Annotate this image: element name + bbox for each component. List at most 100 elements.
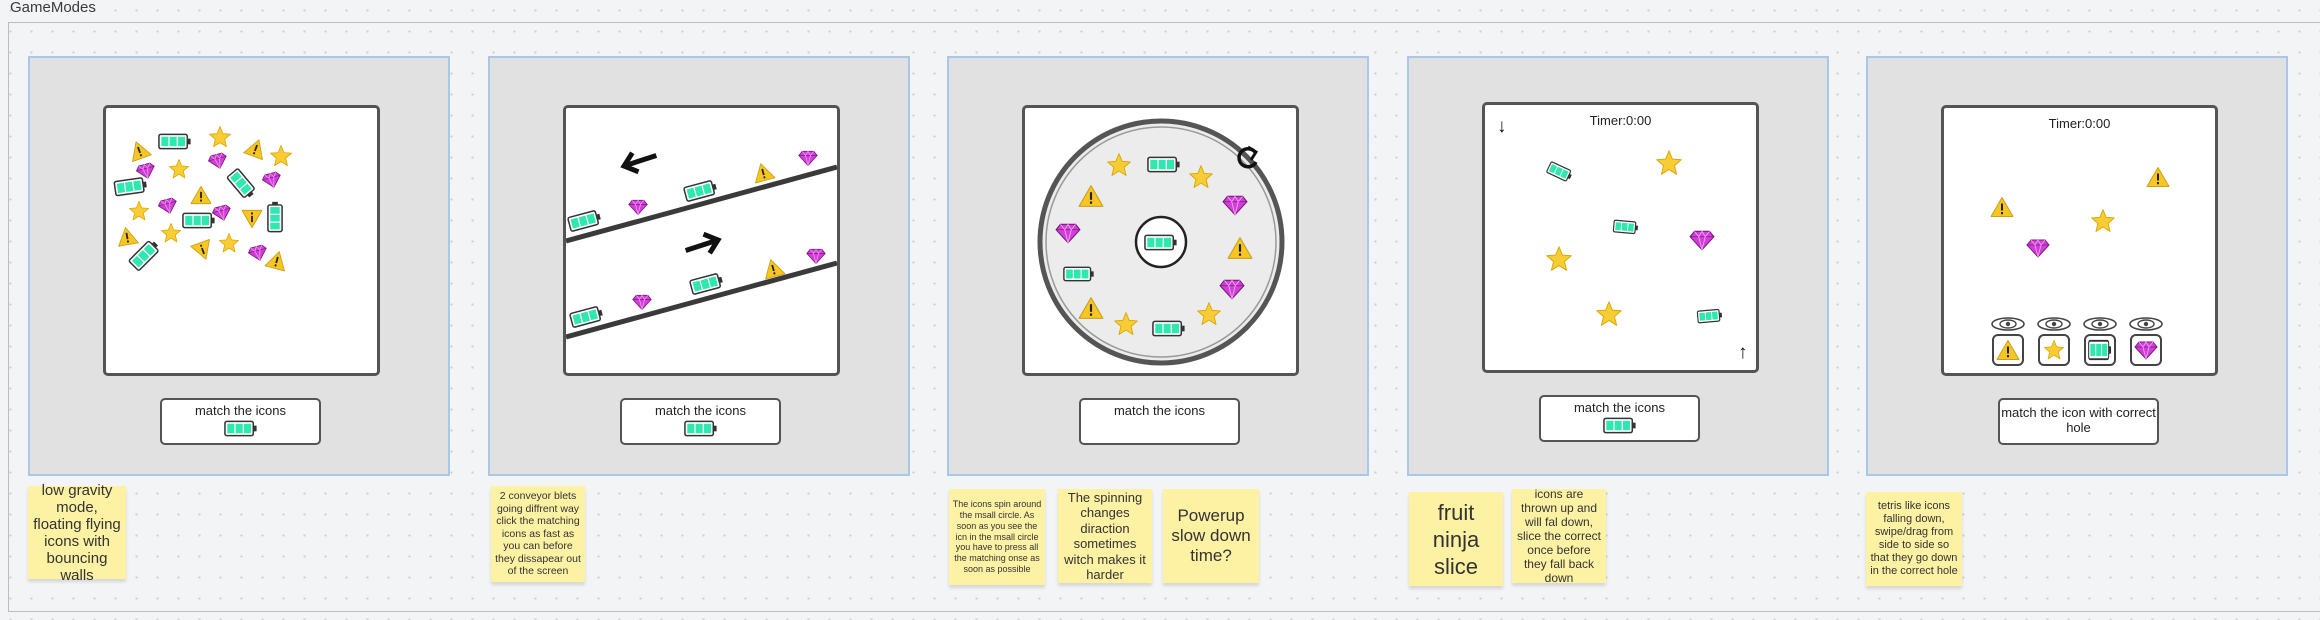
gem-icon[interactable]	[206, 150, 230, 173]
battery-icon[interactable]	[225, 167, 259, 202]
star-icon[interactable]	[1545, 245, 1573, 273]
caption-label: match the icons	[1113, 403, 1206, 418]
note-text: The spinning changes diraction sometimes…	[1064, 489, 1146, 583]
drop-hole[interactable]	[2128, 316, 2164, 370]
battery-icon[interactable]	[1152, 320, 1186, 337]
gem-icon[interactable]	[1222, 194, 1248, 216]
note-text: fruit ninja slice	[1432, 499, 1480, 579]
mode-caption: match the icons	[620, 398, 781, 445]
warning-icon[interactable]	[241, 209, 263, 229]
battery-icon[interactable]	[113, 176, 149, 198]
mode-caption: match the icons	[160, 398, 321, 445]
battery-icon[interactable]	[1147, 156, 1181, 173]
caption-label: match the icons	[194, 403, 287, 418]
warning-icon[interactable]	[2146, 166, 2170, 188]
game-mode-panel-fruit-ninja[interactable]: Timer:0:00 ↓ ↑	[1407, 56, 1829, 476]
star-icon[interactable]	[1595, 300, 1623, 328]
game-screen: Timer:0:00	[1941, 105, 2218, 376]
gem-icon[interactable]	[798, 149, 818, 167]
battery-icon[interactable]	[568, 304, 605, 329]
gem-icon[interactable]	[1689, 229, 1715, 251]
warning-icon[interactable]	[190, 185, 212, 205]
gem-icon[interactable]	[1055, 222, 1081, 244]
battery-icon[interactable]	[1612, 219, 1639, 235]
warning-icon[interactable]	[189, 238, 217, 264]
eye-icon	[2083, 317, 2117, 331]
warning-icon[interactable]	[264, 247, 290, 272]
drop-hole[interactable]	[1990, 316, 2026, 370]
warning-icon[interactable]	[242, 135, 270, 161]
gem-icon[interactable]	[134, 160, 158, 183]
sticky-note[interactable]: Powerup slow down time?	[1163, 489, 1259, 583]
down-arrow-icon: ↓	[1497, 116, 1507, 137]
gem-icon[interactable]	[246, 242, 270, 265]
sticky-note[interactable]: icons are thrown up and will fal down, s…	[1512, 487, 1606, 585]
warning-icon[interactable]	[1078, 296, 1104, 320]
eye-icon	[1991, 317, 2025, 331]
star-icon[interactable]	[1113, 311, 1139, 337]
battery-icon[interactable]	[688, 271, 725, 296]
battery-icon[interactable]	[182, 212, 216, 229]
battery-icon[interactable]	[682, 178, 719, 203]
gem-icon[interactable]	[156, 195, 180, 218]
drop-hole[interactable]	[2036, 316, 2072, 370]
arrow-right-icon	[684, 231, 722, 255]
battery-icon[interactable]	[158, 133, 192, 150]
eye-icon	[2037, 317, 2071, 331]
warning-icon[interactable]	[1078, 184, 1104, 208]
sticky-note[interactable]: The spinning changes diraction sometimes…	[1058, 489, 1152, 583]
sticky-note[interactable]: tetris like icons falling down, swipe/dr…	[1866, 492, 1962, 586]
sticky-note[interactable]: 2 conveyor blets going diffrent way clic…	[491, 486, 585, 582]
star-icon[interactable]	[269, 144, 293, 168]
star-icon[interactable]	[128, 200, 150, 222]
gem-icon[interactable]	[632, 293, 652, 311]
gem-icon[interactable]	[260, 169, 284, 192]
battery-icon[interactable]	[1545, 160, 1574, 184]
sticky-note[interactable]: low gravity mode, floating flying icons …	[28, 482, 126, 584]
gem-icon[interactable]	[2026, 238, 2050, 258]
battery-icon[interactable]	[127, 236, 163, 272]
hole-slot	[1992, 334, 2024, 366]
battery-icon[interactable]	[267, 201, 284, 233]
star-icon[interactable]	[1106, 152, 1132, 178]
game-mode-panel-conveyor[interactable]: match the icons	[488, 56, 910, 476]
warning-icon[interactable]	[750, 159, 776, 184]
battery-icon	[2088, 339, 2112, 361]
board-title: GameModes	[10, 0, 96, 16]
battery-icon	[223, 420, 258, 437]
star-icon[interactable]	[160, 222, 182, 244]
battery-icon[interactable]	[1063, 266, 1095, 282]
star-icon[interactable]	[1188, 164, 1214, 190]
gem-icon[interactable]	[1219, 278, 1245, 300]
warning-icon[interactable]	[760, 255, 786, 280]
battery-icon	[1602, 417, 1637, 434]
sticky-note[interactable]: The icons spin around the msall circle. …	[949, 489, 1045, 585]
mode-caption: match the icons	[1079, 398, 1240, 445]
star-icon[interactable]	[218, 232, 240, 254]
gem-icon[interactable]	[628, 198, 648, 216]
battery-icon[interactable]	[1144, 234, 1178, 251]
battery-icon[interactable]	[1696, 308, 1723, 324]
game-mode-panel-spin[interactable]: match the icons	[947, 56, 1369, 476]
game-screen: Timer:0:00 ↓ ↑	[1482, 102, 1759, 373]
star-icon[interactable]	[208, 125, 232, 149]
eye-icon	[2129, 317, 2163, 331]
star-icon[interactable]	[1655, 149, 1683, 177]
star-icon[interactable]	[2090, 208, 2116, 234]
star-icon[interactable]	[168, 158, 190, 180]
drop-hole[interactable]	[2082, 316, 2118, 370]
gem-icon[interactable]	[210, 202, 234, 225]
sticky-note[interactable]: fruit ninja slice	[1409, 492, 1503, 586]
warning-icon[interactable]	[1227, 236, 1253, 260]
warning-icon[interactable]	[1990, 196, 2014, 218]
battery-icon[interactable]	[566, 208, 603, 233]
up-arrow-icon: ↑	[1738, 342, 1748, 363]
warning-icon[interactable]	[125, 137, 153, 163]
gem-icon[interactable]	[806, 247, 826, 265]
star-icon[interactable]	[1196, 301, 1222, 327]
hole-row	[1990, 316, 2190, 372]
warning-icon[interactable]	[114, 224, 139, 248]
game-mode-panel-tetris[interactable]: Timer:0:00	[1866, 56, 2288, 476]
game-screen	[1022, 105, 1299, 376]
game-mode-panel-low-gravity[interactable]: match the icons	[28, 56, 450, 476]
